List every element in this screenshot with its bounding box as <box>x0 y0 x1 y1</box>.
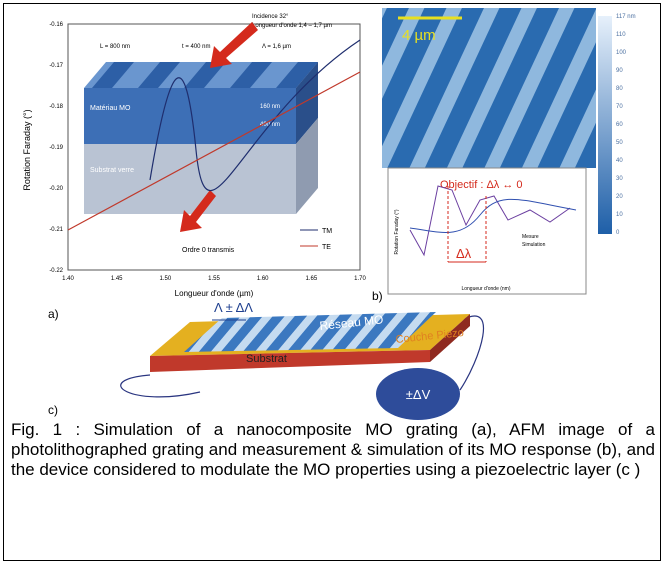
colorbar-label: 40 <box>616 158 623 164</box>
legend-label: Mesure <box>522 234 539 240</box>
period-label: Λ ± ΔΛ <box>214 300 253 315</box>
x-tick-label: 1.70 <box>354 276 366 282</box>
annotation: Ordre 0 transmis <box>182 247 235 254</box>
colorbar <box>598 16 612 234</box>
panel-label: a) <box>48 307 59 321</box>
panel-c: Substrat Réseau MO Couche Piezo Λ ± ΔΛ ±… <box>48 300 483 420</box>
x-axis-title: Longueur d'onde (µm) <box>175 289 254 298</box>
x-tick-label: 1.50 <box>159 276 171 282</box>
voltage-label: ±ΔV <box>406 387 431 402</box>
y-axis-title: Rotation Faraday (°) <box>22 109 32 190</box>
colorbar-label: 10 <box>616 212 623 218</box>
delta-label: Δλ <box>456 246 472 261</box>
mo-layer <box>84 88 296 144</box>
colorbar-label: 110 <box>616 32 626 38</box>
colorbar-label: 117 nm <box>616 14 636 20</box>
x-tick-label: 1.65 <box>305 276 317 282</box>
y-tick-label: -0.20 <box>49 186 63 192</box>
dimension-label: L = 800 nm <box>100 44 130 50</box>
colorbar-label: 80 <box>616 86 623 92</box>
x-tick-label: 1.55 <box>208 276 220 282</box>
colorbar-label: 90 <box>616 68 623 74</box>
x-tick-label: 1.60 <box>257 276 269 282</box>
x-tick-label: 1.45 <box>111 276 123 282</box>
layer-label: Substrat <box>246 353 287 365</box>
panel-label: b) <box>372 289 383 303</box>
colorbar-label: 60 <box>616 122 623 128</box>
legend-label: TE <box>322 244 331 251</box>
panel-label: c) <box>48 403 58 417</box>
y-axis-title: Rotation Faraday (°) <box>394 209 400 254</box>
y-tick-label: -0.16 <box>49 22 63 28</box>
caption: Fig. 1 : Simulation of a nanocomposite M… <box>11 420 655 480</box>
y-tick-label: -0.17 <box>49 63 63 69</box>
y-tick-label: -0.18 <box>49 104 63 110</box>
colorbar-label: 70 <box>616 104 623 110</box>
colorbar-label: 100 <box>616 50 627 56</box>
colorbar-label: 0 <box>616 230 620 236</box>
colorbar-label: 30 <box>616 176 623 182</box>
dimension-label: t = 400 nm <box>182 44 211 50</box>
annotation: Longueur d'onde 1,4 – 1,7 µm <box>252 23 332 29</box>
y-tick-label: -0.21 <box>49 227 63 233</box>
legend-label: TM <box>322 228 332 235</box>
thickness-label: 160 nm <box>260 104 280 110</box>
layer-label: Substrat verre <box>90 167 134 174</box>
objective: Objectif : Δλ ↔ 0 <box>440 179 523 191</box>
dimension-label: Λ = 1,6 µm <box>262 44 291 50</box>
legend-label: Simulation <box>522 242 546 248</box>
figure: -0.16 -0.17 -0.18 -0.19 -0.20 -0.21 -0.22 1.40 1… <box>0 0 666 420</box>
colorbar-label: 20 <box>616 194 623 200</box>
y-tick-label: -0.22 <box>49 268 63 274</box>
x-axis-title: Longueur d'onde (nm) <box>461 286 510 292</box>
scale-label: 4 µm <box>402 27 436 44</box>
x-tick-label: 1.40 <box>62 276 74 282</box>
grating <box>184 312 436 352</box>
annotation: Incidence 32° <box>252 14 289 20</box>
colorbar-label: 50 <box>616 140 623 146</box>
y-tick-label: -0.19 <box>49 145 63 151</box>
panel-a: -0.16 -0.17 -0.18 -0.19 -0.20 -0.21 -0.22 1.40 1… <box>22 14 366 321</box>
layer-label: Matériau MO <box>90 105 131 112</box>
